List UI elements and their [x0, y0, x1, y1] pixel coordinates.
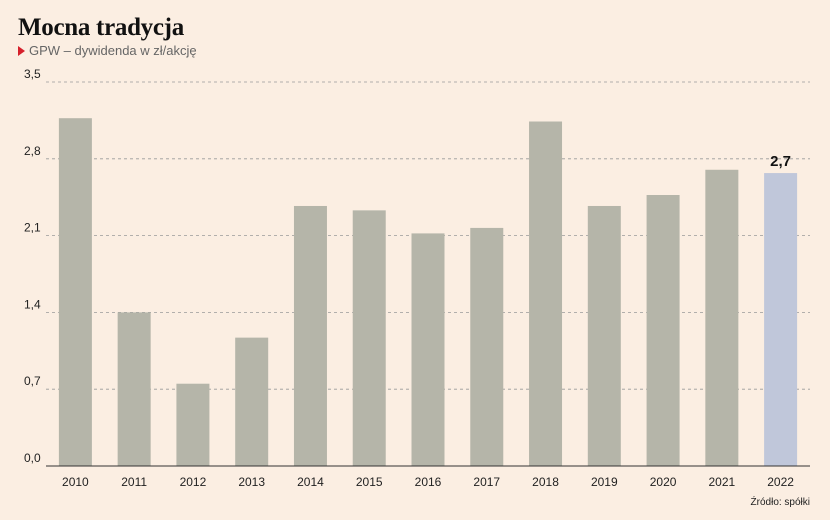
bar: [411, 233, 445, 466]
chart-subtitle: GPW – dywidenda w zł/akcję: [18, 43, 197, 58]
x-tick-label: 2011: [121, 475, 147, 489]
x-tick-label: 2022: [767, 475, 794, 489]
bar: [235, 337, 269, 466]
bar: [293, 205, 327, 466]
y-tick-label: 3,5: [24, 67, 41, 81]
source-note: Źródło: spółki: [750, 497, 810, 508]
x-tick-label: 2019: [591, 475, 618, 489]
x-tick-label: 2015: [356, 475, 383, 489]
x-tick-label: 2020: [650, 475, 677, 489]
x-tick-label: 2018: [532, 475, 559, 489]
bar: [764, 173, 798, 466]
bar: [352, 210, 386, 466]
x-tick-label: 2013: [238, 475, 265, 489]
x-tick-label: 2012: [180, 475, 207, 489]
bar: [705, 169, 739, 466]
y-tick-label: 0,7: [24, 374, 41, 388]
x-tick-label: 2014: [297, 475, 324, 489]
x-tick-label: 2017: [473, 475, 500, 489]
bar: [176, 383, 210, 466]
x-tick-label: 2021: [708, 475, 735, 489]
y-tick-label: 0,0: [24, 451, 41, 465]
x-tick-label: 2010: [62, 475, 89, 489]
subtitle-text: GPW – dywidenda w zł/akcję: [29, 43, 197, 58]
bar: [529, 121, 563, 467]
y-tick-label: 2,1: [24, 221, 41, 235]
bar: [587, 205, 621, 466]
y-tick-label: 2,8: [24, 144, 41, 158]
triangle-marker-icon: [18, 45, 25, 56]
chart-title: Mocna tradycja: [18, 14, 184, 41]
bar: [470, 227, 504, 466]
bar: [117, 312, 151, 466]
x-tick-label: 2016: [415, 475, 442, 489]
bar: [646, 195, 680, 466]
y-tick-label: 1,4: [24, 297, 41, 311]
data-label: 2,7: [770, 153, 791, 170]
bar: [58, 118, 92, 466]
